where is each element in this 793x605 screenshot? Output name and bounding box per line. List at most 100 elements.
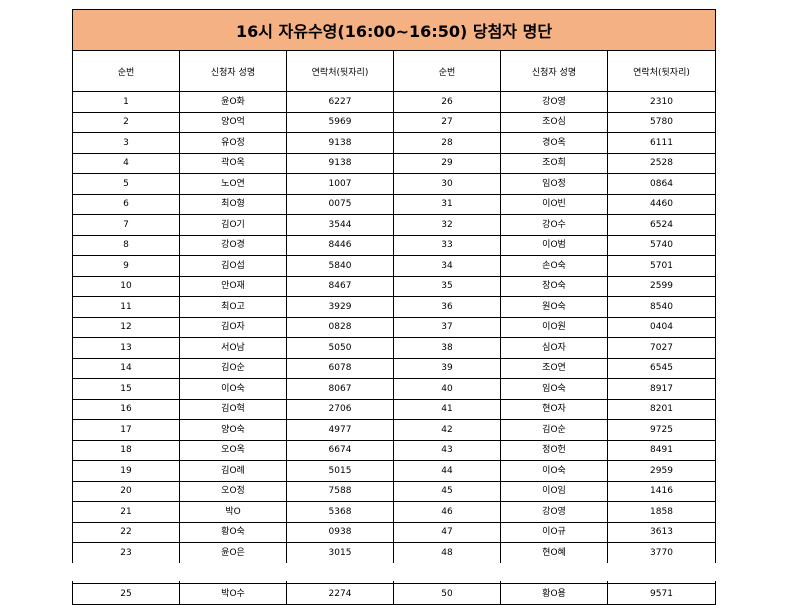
row-number-right: 27	[393, 111, 501, 133]
applicant-name-text: 곽O옥	[221, 158, 245, 169]
row-number-right: 34	[393, 255, 501, 277]
row-number-right: 28	[393, 132, 501, 154]
row-number-right: 31	[393, 193, 501, 215]
applicant-name-text: 김O혁	[221, 404, 245, 415]
applicant-name-text: 김O자	[221, 322, 245, 333]
phone-suffix-left: 2274	[286, 583, 394, 605]
table-row: 3 유O정 9138 28 경O옥 6111	[72, 132, 717, 154]
phone-suffix-left: 9138	[286, 152, 394, 174]
table-row: 13 서O남 5050 38 심O자 7027	[72, 337, 717, 359]
applicant-name-right: 임O정	[500, 173, 608, 195]
applicant-name-text: 안O재	[221, 281, 245, 292]
applicant-name-left: 김O기	[179, 214, 287, 236]
applicant-name-left: 최O고	[179, 296, 287, 318]
table-row: 12 김O자 0828 37 이O원 0404	[72, 316, 717, 338]
applicant-name-text: 황O용	[542, 588, 566, 599]
applicant-name-text: 이O숙	[221, 383, 245, 394]
applicant-name-right: 조O연	[500, 357, 608, 379]
row-number-left: 21	[72, 501, 180, 523]
row-number-left: 5	[72, 173, 180, 195]
phone-suffix-left: 0828	[286, 316, 394, 338]
applicant-name-right: 원O숙	[500, 296, 608, 318]
header-phone-left: 연락처(뒷자리)	[286, 50, 394, 92]
applicant-name-right: 이O규	[500, 521, 608, 543]
header-number-left: 순번	[72, 50, 180, 92]
applicant-name-right: 이O원	[500, 316, 608, 338]
applicant-name-text: 경O옥	[542, 137, 566, 148]
phone-suffix-left: 5015	[286, 460, 394, 482]
applicant-name-left: 윤O은	[179, 542, 287, 564]
applicant-name-text: 김O순	[542, 424, 566, 435]
phone-suffix-right: 9571	[606, 583, 717, 605]
applicant-name-text: 이O원	[542, 322, 566, 333]
winners-table: 16시 자유수영(16:00~16:50) 당첨자 명단 순번 신청자 성명 연…	[71, 9, 717, 605]
row-number-right: 43	[393, 439, 501, 461]
applicant-name-left: 양O억	[179, 111, 287, 133]
header-name-left: 신청자 성명	[179, 50, 287, 92]
applicant-name-text: 손O숙	[542, 260, 566, 271]
applicant-name-text: 현O자	[542, 404, 566, 415]
applicant-name-left: 박O	[179, 501, 287, 523]
phone-suffix-right: 4460	[606, 193, 717, 215]
row-number-right: 35	[393, 275, 501, 297]
phone-suffix-right: 8201	[606, 398, 717, 420]
applicant-name-right: 이O숙	[500, 460, 608, 482]
table-row: 6 최O형 0075 31 이O빈 4460	[72, 193, 717, 215]
applicant-name-left: 안O재	[179, 275, 287, 297]
phone-suffix-left: 5969	[286, 111, 394, 133]
applicant-name-right: 이O임	[500, 480, 608, 502]
phone-suffix-left: 6674	[286, 439, 394, 461]
phone-suffix-right: 2959	[606, 460, 717, 482]
phone-suffix-left: 5050	[286, 337, 394, 359]
phone-suffix-right: 5740	[606, 234, 717, 256]
applicant-name-text: 장O숙	[542, 281, 566, 292]
applicant-name-left: 양O숙	[179, 419, 287, 441]
row-number-left: 1	[72, 91, 180, 113]
table-row: 5 노O연 1007 30 임O정 0864	[72, 173, 717, 195]
phone-suffix-left: 0075	[286, 193, 394, 215]
phone-suffix-right: 0404	[606, 316, 717, 338]
row-number-left: 19	[72, 460, 180, 482]
page-bottom-crop	[0, 563, 793, 581]
applicant-name-left: 서O남	[179, 337, 287, 359]
row-number-right: 47	[393, 521, 501, 543]
table-row: 25 박O수 2274 50 황O용 9571	[72, 583, 717, 605]
row-number-left: 14	[72, 357, 180, 379]
applicant-name-left: 박O수	[179, 583, 287, 605]
row-number-left: 23	[72, 542, 180, 564]
row-number-left: 10	[72, 275, 180, 297]
row-number-right: 41	[393, 398, 501, 420]
applicant-name-text: 유O정	[221, 137, 245, 148]
phone-suffix-right: 1858	[606, 501, 717, 523]
applicant-name-right: 강O영	[500, 501, 608, 523]
applicant-name-left: 오O옥	[179, 439, 287, 461]
applicant-name-text: 이O빈	[542, 199, 566, 210]
applicant-name-text: 최O고	[221, 301, 245, 312]
phone-suffix-right: 3770	[606, 542, 717, 564]
row-number-right: 50	[393, 583, 501, 605]
row-number-right: 39	[393, 357, 501, 379]
applicant-name-text: 서O남	[221, 342, 245, 353]
applicant-name-right: 심O자	[500, 337, 608, 359]
row-number-right: 26	[393, 91, 501, 113]
applicant-name-right: 장O숙	[500, 275, 608, 297]
table-row: 21 박O 5368 46 강O영 1858	[72, 501, 717, 523]
applicant-name-text: 노O연	[221, 178, 245, 189]
table-row: 20 오O정 7588 45 이O임 1416	[72, 480, 717, 502]
row-number-left: 4	[72, 152, 180, 174]
table-title: 16시 자유수영(16:00~16:50) 당첨자 명단	[71, 9, 717, 51]
row-number-left: 15	[72, 378, 180, 400]
table-row: 1 윤O화 6227 26 강O영 2310	[72, 91, 717, 113]
table-row: 8 강O경 8446 33 이O범 5740	[72, 234, 717, 256]
row-number-right: 33	[393, 234, 501, 256]
phone-suffix-right: 9725	[606, 419, 717, 441]
applicant-name-left: 황O숙	[179, 521, 287, 543]
applicant-name-right: 임O숙	[500, 378, 608, 400]
applicant-name-text: 박O	[225, 506, 241, 517]
applicant-name-left: 최O형	[179, 193, 287, 215]
table-row: 18 오O옥 6674 43 정O헌 8491	[72, 439, 717, 461]
phone-suffix-right: 5701	[606, 255, 717, 277]
table-row: 2 양O억 5969 27 조O심 5780	[72, 111, 717, 133]
applicant-name-text: 강O영	[542, 506, 566, 517]
applicant-name-right: 황O용	[500, 583, 608, 605]
